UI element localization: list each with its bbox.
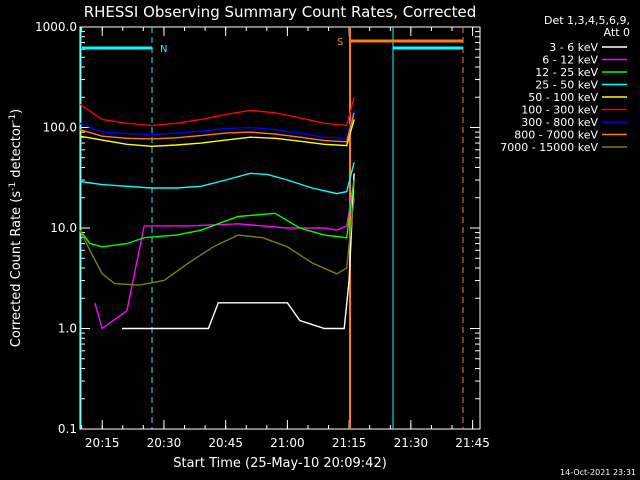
ylabel-superscript: -1 xyxy=(8,182,18,191)
y-axis: 0.1 1.0 10.0 100.0 1000.0 xyxy=(35,20,480,436)
ylabel-closing-text: ) xyxy=(9,109,24,114)
x-axis: 20:15 20:30 20:45 21:00 21:15 21:30 21:45 xyxy=(81,27,490,450)
series-line-2 xyxy=(94,179,355,330)
legend-label: 100 - 300 keV xyxy=(521,104,598,117)
series-line-5 xyxy=(79,119,355,148)
y-tick-label: 10.0 xyxy=(50,221,77,235)
detector-info: Det 1,3,4,5,6,9,Att 0 xyxy=(544,14,630,39)
series-line-4 xyxy=(79,162,355,195)
x-tick-label: 21:00 xyxy=(270,436,305,450)
legend-label: 6 - 12 keV xyxy=(542,54,598,67)
series-line-3 xyxy=(79,179,355,248)
detector-info-line: Det 1,3,4,5,6,9, xyxy=(544,14,630,27)
x-tick-label: 21:15 xyxy=(332,436,367,450)
x-tick-label: 20:30 xyxy=(147,436,182,450)
legend-label: 7000 - 15000 keV xyxy=(500,141,598,154)
saa-flag-label: S xyxy=(337,37,343,48)
legend-label: 25 - 50 keV xyxy=(535,79,598,92)
series-line-1 xyxy=(122,173,355,330)
y-tick-label: 0.1 xyxy=(58,422,77,436)
status-flags: NS xyxy=(80,27,464,429)
x-tick-label: 21:45 xyxy=(455,436,490,450)
x-tick-label: 21:30 xyxy=(394,436,429,450)
detector-info-line: Att 0 xyxy=(604,26,630,39)
series-line-9 xyxy=(79,197,355,286)
ylabel-superscript: -1 xyxy=(8,114,18,123)
y-tick-label: 1.0 xyxy=(58,322,77,336)
legend-label: 3 - 6 keV xyxy=(549,41,598,54)
y-tick-label: 100.0 xyxy=(43,121,77,135)
series-line-6 xyxy=(79,97,355,127)
ylabel-detector-text: detector xyxy=(9,122,24,182)
night-flag-label: N xyxy=(160,44,167,55)
y-axis-label: Corrected Count Rate (s-1 detector-1) xyxy=(8,109,24,347)
chart-title: RHESSI Observing Summary Count Rates, Co… xyxy=(84,3,477,21)
timestamp: 14-Oct-2021 23:31 xyxy=(560,468,636,477)
legend-label: 12 - 25 keV xyxy=(535,66,598,79)
series-line-8 xyxy=(79,112,355,143)
y-tick-label: 1000.0 xyxy=(35,20,77,34)
legend-label: 300 - 800 keV xyxy=(521,116,598,129)
series-line-7 xyxy=(79,109,355,140)
x-tick-label: 20:15 xyxy=(85,436,120,450)
x-axis-label: Start Time (25-May-10 20:09:42) xyxy=(173,456,387,471)
legend-label: 50 - 100 keV xyxy=(528,91,598,104)
series-group xyxy=(79,97,355,330)
x-tick-label: 20:45 xyxy=(208,436,243,450)
legend-label: 800 - 7000 keV xyxy=(514,129,598,142)
